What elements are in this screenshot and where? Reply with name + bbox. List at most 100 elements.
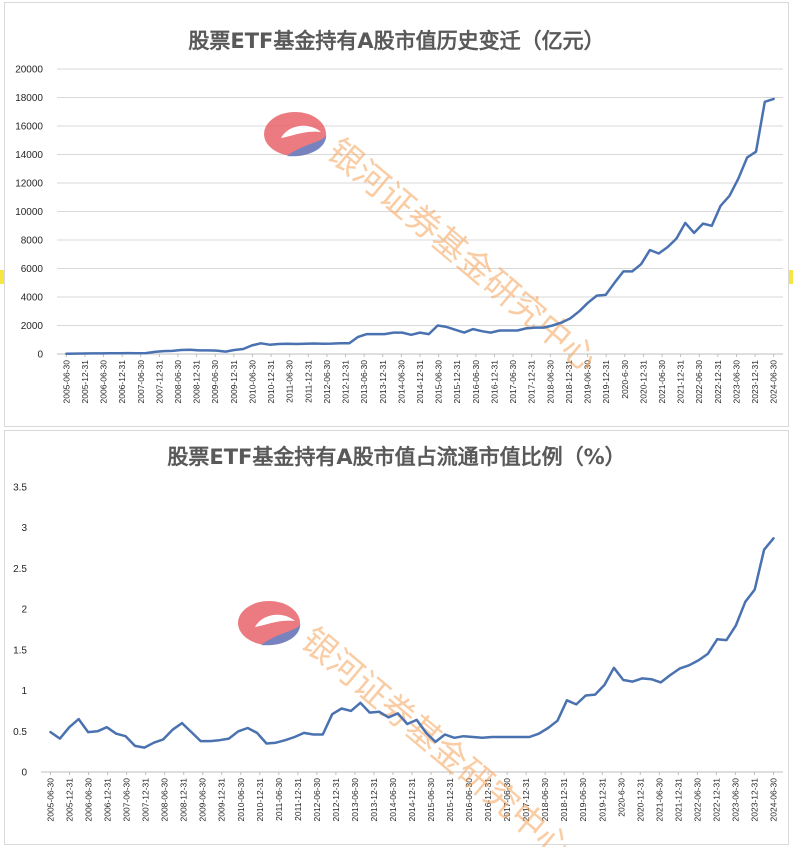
- x-tick-label: 2024-06-30: [769, 360, 779, 404]
- float-ratio-plot: 0 0.5 1 1.5 2 2.5 3 3.5 2005-06-30 2005-12-31 2006…: [13, 483, 783, 847]
- x-tick-label: 2021-06-30: [657, 360, 667, 404]
- logo-swoosh-icon: [255, 614, 295, 627]
- x-tick-label: 2007-12-31: [141, 778, 151, 822]
- x-tick-label: 2009-06-30: [210, 360, 220, 404]
- x-tick-label: 2007-06-30: [122, 778, 132, 822]
- x-tick-label: 2006-12-31: [103, 778, 113, 822]
- x-tick-label: 2012-12-31: [331, 778, 341, 822]
- x-tick-label: 2014-06-30: [388, 778, 398, 822]
- x-tick-label: 2005-12-31: [65, 778, 75, 822]
- x-tick-label: 2011-06-30: [285, 360, 295, 403]
- x-tick-label: 2017-12-31: [527, 360, 537, 404]
- x-tick-label: 2020-12-31: [635, 778, 645, 822]
- y-tick-label: 10000: [15, 207, 43, 218]
- logo-swoosh-icon: [281, 125, 321, 138]
- y-tick-label: 16000: [15, 122, 43, 133]
- y-tick-label: 12000: [15, 179, 43, 190]
- market-value-chart: 股票ETF基金持有A股市值历史变迁（亿元） 0 2000 4000 6000 8000 1…: [4, 2, 789, 427]
- logo-blue-icon: [261, 621, 301, 646]
- x-tick-label: 2016-12-31: [489, 360, 499, 404]
- x-tick-label: 2015-12-31: [452, 360, 462, 404]
- x-tick-label: 2006-06-30: [99, 360, 109, 404]
- x-tick-label: 2017-06-30: [508, 360, 518, 404]
- y-tick-label: 1: [21, 686, 27, 697]
- left-edge-marker: [0, 270, 4, 284]
- y-tick-label: 2000: [21, 321, 44, 332]
- market-value-plot: 0 2000 4000 6000 8000 10000 12000 14000 16000 180…: [15, 65, 783, 404]
- y-tick-label: 4000: [21, 293, 44, 304]
- y-tick-label: 6000: [21, 264, 44, 275]
- y-tick-label: 2.5: [13, 564, 27, 575]
- series-line: [49, 537, 775, 749]
- x-tick-label: 2016-12-31: [483, 778, 493, 822]
- series-line: [65, 97, 775, 355]
- chart-title: 股票ETF基金持有A股市值历史变迁（亿元）: [188, 29, 605, 53]
- x-tick-label: 2022-12-31: [713, 360, 723, 404]
- x-tick-label: 2010-12-31: [255, 778, 265, 822]
- watermark-text: 银河证券基金研究中心: [319, 131, 605, 380]
- x-tick-label: 2007-06-30: [136, 360, 146, 404]
- x-tick-label: 2023-12-31: [749, 778, 759, 822]
- x-tick-label: 2007-12-31: [154, 360, 164, 404]
- logo-blue-icon: [287, 132, 327, 157]
- x-tick-label: 2015-06-30: [434, 360, 444, 404]
- x-tick-label: 2016-06-30: [471, 360, 481, 404]
- x-tick-label: 2022-12-31: [711, 778, 721, 822]
- x-tick-label: 2010-06-30: [236, 778, 246, 822]
- x-tick-label: 2016-06-30: [464, 778, 474, 822]
- y-tick-label: 0: [21, 768, 27, 779]
- x-tick-label: 2013-12-31: [369, 778, 379, 822]
- x-tick-label: 2017-06-30: [502, 778, 512, 822]
- x-tick-label: 2005-06-30: [46, 778, 56, 822]
- x-tick-label: 2008-12-31: [192, 360, 202, 404]
- x-tick-label: 2010-12-31: [266, 360, 276, 404]
- x-tick-label: 2005-12-31: [80, 360, 90, 404]
- y-tick-label: 8000: [21, 236, 44, 247]
- x-tick-label: 2008-06-30: [160, 778, 170, 822]
- x-tick-label: 2009-06-30: [198, 778, 208, 822]
- right-edge-marker: [789, 270, 793, 284]
- x-tick-label: 2006-06-30: [84, 778, 94, 822]
- y-tick-label: 3: [21, 523, 27, 534]
- x-tick-label: 2019-12-31: [597, 778, 607, 822]
- y-tick-label: 2: [21, 605, 27, 616]
- x-tick-label: 2015-06-30: [426, 778, 436, 822]
- x-tick-label: 2019-06-30: [578, 778, 588, 822]
- x-tick-label: 2012-06-30: [312, 778, 322, 822]
- x-tick-label: 2012-12-31: [341, 360, 351, 404]
- x-tick-label: 2006-12-31: [117, 360, 127, 404]
- x-tick-label: 2021-12-31: [673, 778, 683, 822]
- x-tick-label: 2019-12-31: [601, 360, 611, 404]
- x-tick-label: 2014-12-31: [415, 360, 425, 404]
- x-tick-label: 2020-12-31: [638, 360, 648, 404]
- x-tick-label: 2018-12-31: [559, 778, 569, 822]
- x-tick-label: 2020-6-30: [616, 778, 626, 817]
- y-tick-label: 14000: [15, 150, 43, 161]
- x-tick-label: 2011-12-31: [303, 360, 313, 403]
- x-tick-label: 2021-06-30: [654, 778, 664, 822]
- x-tick-label: 2023-06-30: [731, 360, 741, 404]
- x-tick-label: 2018-12-31: [564, 360, 574, 404]
- x-tick-label: 2010-06-30: [247, 360, 257, 404]
- x-tick-label: 2013-06-30: [359, 360, 369, 404]
- x-tick-label: 2015-12-31: [445, 778, 455, 822]
- x-tick-label: 2018-06-30: [540, 778, 550, 822]
- x-tick-label: 2011-06-30: [274, 778, 284, 821]
- x-tick-label: 2017-12-31: [521, 778, 531, 822]
- y-tick-label: 0.5: [13, 727, 27, 738]
- x-tick-label: 2009-12-31: [229, 360, 239, 404]
- y-tick-label: 18000: [15, 93, 43, 104]
- x-tick-label: 2013-12-31: [378, 360, 388, 404]
- x-tick-label: 2011-12-31: [293, 778, 303, 821]
- float-ratio-chart: 股票ETF基金持有A股市值占流通市值比例（%） 0 0.5 1 1.5 2 2.5 3 3.5…: [4, 430, 789, 847]
- x-tick-label: 2021-12-31: [676, 360, 686, 404]
- x-tick-label: 2022-06-30: [692, 778, 702, 822]
- y-tick-label: 0: [37, 350, 43, 361]
- y-tick-label: 3.5: [13, 483, 27, 494]
- x-tick-label: 2008-12-31: [179, 778, 189, 822]
- chart-title: 股票ETF基金持有A股市值占流通市值比例（%）: [167, 445, 626, 469]
- x-tick-label: 2023-12-31: [750, 360, 760, 404]
- x-tick-label: 2019-06-30: [583, 360, 593, 404]
- x-tick-label: 2018-06-30: [545, 360, 555, 404]
- x-tick-label: 2013-06-30: [350, 778, 360, 822]
